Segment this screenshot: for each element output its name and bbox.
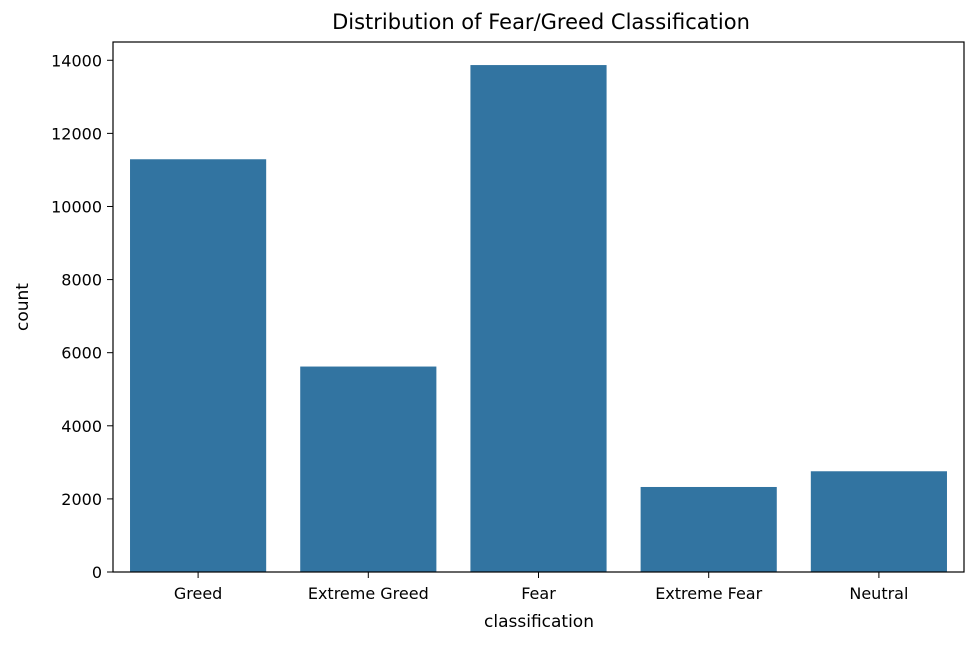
bar-fear <box>470 65 607 572</box>
y-axis-title: count <box>13 283 33 331</box>
x-tick-label: Neutral <box>849 584 908 603</box>
y-tick-label: 10000 <box>51 197 102 216</box>
y-tick-label: 0 <box>92 563 102 582</box>
bar-neutral <box>810 471 947 572</box>
y-tick-label: 8000 <box>61 271 102 290</box>
bar-extreme-greed <box>300 366 437 572</box>
plot-frame <box>112 41 965 573</box>
x-tick-label: Extreme Greed <box>308 584 429 603</box>
x-tick-label: Fear <box>521 584 556 603</box>
bars-layer <box>130 65 947 572</box>
chart-title: Distribution of Fear/Greed Classificatio… <box>332 10 750 34</box>
x-axis-title: classification <box>484 612 594 632</box>
y-tick-label: 4000 <box>61 417 102 436</box>
x-axis-ticks: Greed Extreme Greed Fear Extreme Fear Neutra… <box>174 572 908 603</box>
y-tick-label: 2000 <box>61 490 102 509</box>
y-tick-label: 14000 <box>51 51 102 70</box>
x-tick-label: Extreme Fear <box>655 584 762 603</box>
bar-extreme-fear <box>640 486 777 572</box>
bar-greed <box>130 159 267 572</box>
x-tick-label: Greed <box>174 584 222 603</box>
y-tick-label: 6000 <box>61 344 102 363</box>
y-axis-ticks: 0 2000 4000 6000 8000 10000 12000 14000 <box>51 51 113 582</box>
y-tick-label: 12000 <box>51 124 102 143</box>
